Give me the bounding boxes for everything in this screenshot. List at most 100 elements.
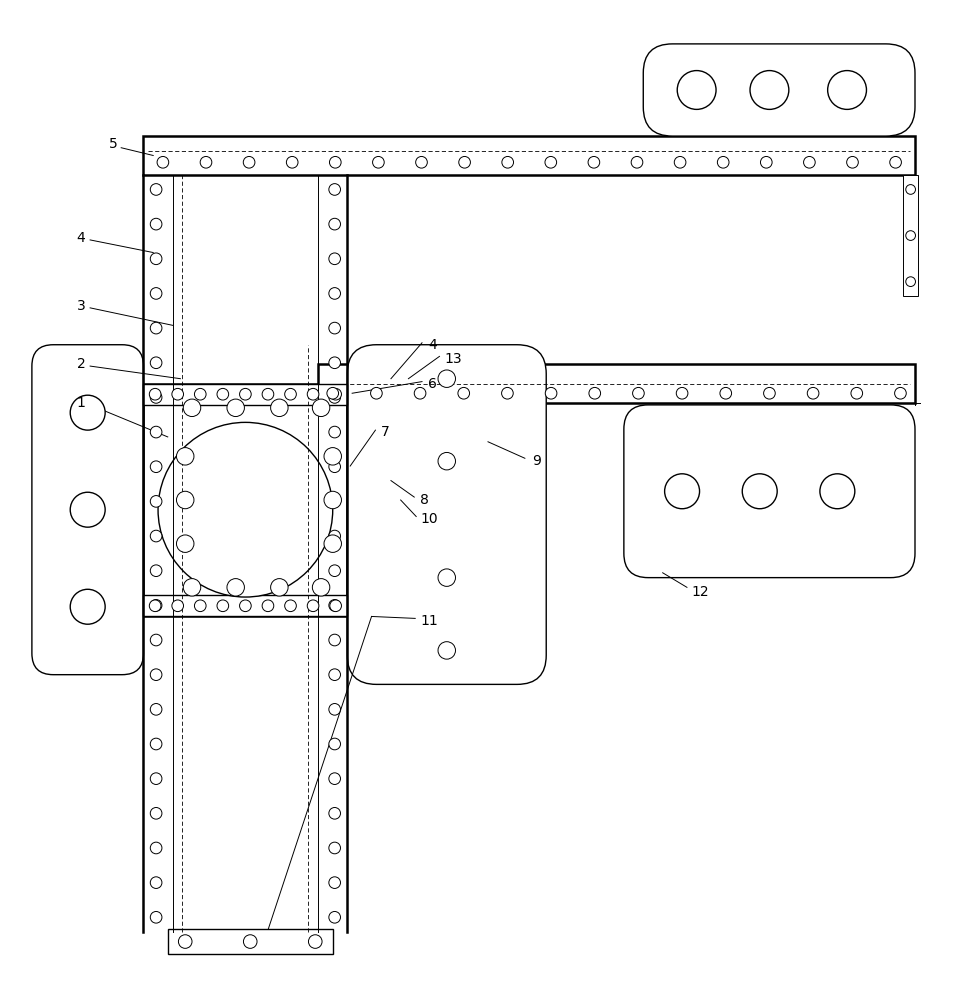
Bar <box>143 384 347 616</box>
Circle shape <box>906 231 915 240</box>
FancyBboxPatch shape <box>347 345 547 684</box>
Bar <box>318 364 915 403</box>
Circle shape <box>717 156 729 168</box>
Circle shape <box>329 738 341 750</box>
FancyBboxPatch shape <box>643 44 915 136</box>
Circle shape <box>177 448 194 465</box>
Circle shape <box>285 600 297 612</box>
Circle shape <box>150 496 162 507</box>
Circle shape <box>329 322 341 334</box>
Circle shape <box>150 911 162 923</box>
Circle shape <box>438 569 456 586</box>
Circle shape <box>227 399 244 417</box>
Text: 2: 2 <box>76 357 85 371</box>
Circle shape <box>324 448 342 465</box>
Circle shape <box>329 773 341 784</box>
Circle shape <box>458 387 469 399</box>
Circle shape <box>677 71 716 109</box>
Circle shape <box>239 600 251 612</box>
Circle shape <box>150 530 162 542</box>
Circle shape <box>150 253 162 265</box>
Circle shape <box>150 669 162 681</box>
Circle shape <box>329 184 341 195</box>
Circle shape <box>200 156 212 168</box>
Bar <box>168 929 333 954</box>
Circle shape <box>243 156 255 168</box>
Circle shape <box>438 370 456 387</box>
Circle shape <box>846 156 858 168</box>
Circle shape <box>329 218 341 230</box>
Circle shape <box>674 156 686 168</box>
Bar <box>143 384 347 405</box>
Circle shape <box>329 426 341 438</box>
Circle shape <box>150 807 162 819</box>
Circle shape <box>312 579 330 596</box>
FancyBboxPatch shape <box>624 405 915 578</box>
Circle shape <box>890 156 902 168</box>
Circle shape <box>632 387 644 399</box>
Circle shape <box>329 392 341 403</box>
Circle shape <box>172 388 183 400</box>
Circle shape <box>70 492 105 527</box>
Circle shape <box>414 387 426 399</box>
Circle shape <box>330 156 342 168</box>
Circle shape <box>263 600 274 612</box>
Circle shape <box>150 357 162 369</box>
Circle shape <box>150 322 162 334</box>
Circle shape <box>330 600 342 612</box>
Circle shape <box>828 71 867 109</box>
Circle shape <box>312 399 330 417</box>
Text: 4: 4 <box>76 231 85 245</box>
Circle shape <box>329 496 341 507</box>
Circle shape <box>217 600 228 612</box>
Circle shape <box>227 579 244 596</box>
Circle shape <box>149 600 161 612</box>
Circle shape <box>286 156 298 168</box>
Circle shape <box>760 156 772 168</box>
Circle shape <box>743 474 777 509</box>
FancyBboxPatch shape <box>32 345 143 675</box>
Circle shape <box>150 565 162 577</box>
Circle shape <box>329 911 341 923</box>
Circle shape <box>158 422 333 597</box>
Circle shape <box>183 579 201 596</box>
Circle shape <box>194 600 206 612</box>
Text: 10: 10 <box>420 512 437 526</box>
Circle shape <box>906 185 915 194</box>
Circle shape <box>307 388 319 400</box>
Circle shape <box>416 156 427 168</box>
Circle shape <box>150 288 162 299</box>
Circle shape <box>329 669 341 681</box>
Circle shape <box>589 156 599 168</box>
Circle shape <box>329 704 341 715</box>
Circle shape <box>327 387 339 399</box>
Circle shape <box>150 600 162 611</box>
Text: 12: 12 <box>692 585 710 599</box>
Circle shape <box>150 218 162 230</box>
Circle shape <box>150 461 162 473</box>
Circle shape <box>545 156 556 168</box>
Circle shape <box>307 600 319 612</box>
Circle shape <box>329 357 341 369</box>
Circle shape <box>194 388 206 400</box>
Circle shape <box>459 156 470 168</box>
Circle shape <box>763 387 775 399</box>
Circle shape <box>150 704 162 715</box>
Text: 5: 5 <box>108 137 117 151</box>
Circle shape <box>438 642 456 659</box>
Circle shape <box>546 387 557 399</box>
Circle shape <box>329 634 341 646</box>
Circle shape <box>329 530 341 542</box>
Text: 1: 1 <box>76 396 85 410</box>
Text: 4: 4 <box>427 338 436 352</box>
Circle shape <box>150 773 162 784</box>
Circle shape <box>631 156 643 168</box>
Circle shape <box>150 877 162 888</box>
Circle shape <box>502 156 513 168</box>
Circle shape <box>308 935 322 948</box>
Circle shape <box>807 387 819 399</box>
Circle shape <box>150 842 162 854</box>
Circle shape <box>324 535 342 552</box>
Circle shape <box>177 491 194 509</box>
Circle shape <box>285 388 297 400</box>
